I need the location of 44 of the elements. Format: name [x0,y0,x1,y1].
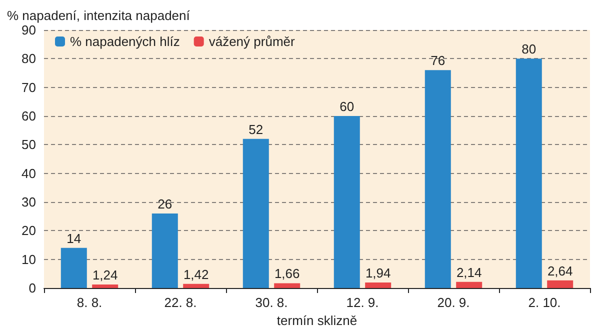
x-tick-label: 20. 9. [437,295,470,310]
legend-label: vážený průměr [208,34,296,49]
bar [274,283,300,288]
bar [242,138,269,288]
bar [92,284,118,288]
legend-label: % napadených hlíz [70,34,180,49]
y-tick-label: 90 [22,22,36,38]
data-label: 1,24 [92,267,118,282]
y-tick-label: 40 [22,166,36,181]
bar [152,213,178,288]
data-label: 1,42 [183,266,209,282]
data-label: 60 [340,99,354,114]
y-tick-label: 30 [22,194,36,210]
y-tick-label: 60 [22,108,36,124]
data-label: 1,94 [365,265,391,280]
y-tick-label: 70 [22,80,36,95]
data-label: 14 [66,230,82,246]
y-tick-label: 50 [22,137,36,152]
bar [334,116,360,288]
x-tick-label: 2. 10. [528,295,561,310]
y-tick-label: 10 [22,252,36,267]
bar [365,282,392,288]
bar [516,58,542,288]
x-tick-label: 30. 8. [255,295,288,310]
bar [424,70,451,288]
data-label: 80 [522,42,536,57]
data-label: 26 [158,196,172,212]
data-label: 2,64 [547,263,573,278]
bar [183,284,210,288]
y-tick-label: 0 [28,280,36,296]
x-tick-label: 8. 8. [76,295,102,310]
data-label: 1,66 [274,266,300,282]
bar [456,282,482,288]
x-axis-title: termín sklizně [276,312,358,328]
data-label: 2,14 [456,264,482,280]
bar [547,280,574,288]
y-tick-label: 20 [22,223,36,238]
bar [60,248,87,288]
x-tick-label: 12. 9. [346,295,379,310]
x-tick-label: 22. 8. [164,295,197,310]
y-axis-title: % napadení, intenzita napadení [7,8,190,23]
y-tick-label: 80 [22,51,36,66]
data-label: 52 [248,122,264,137]
data-label: 76 [430,53,446,68]
